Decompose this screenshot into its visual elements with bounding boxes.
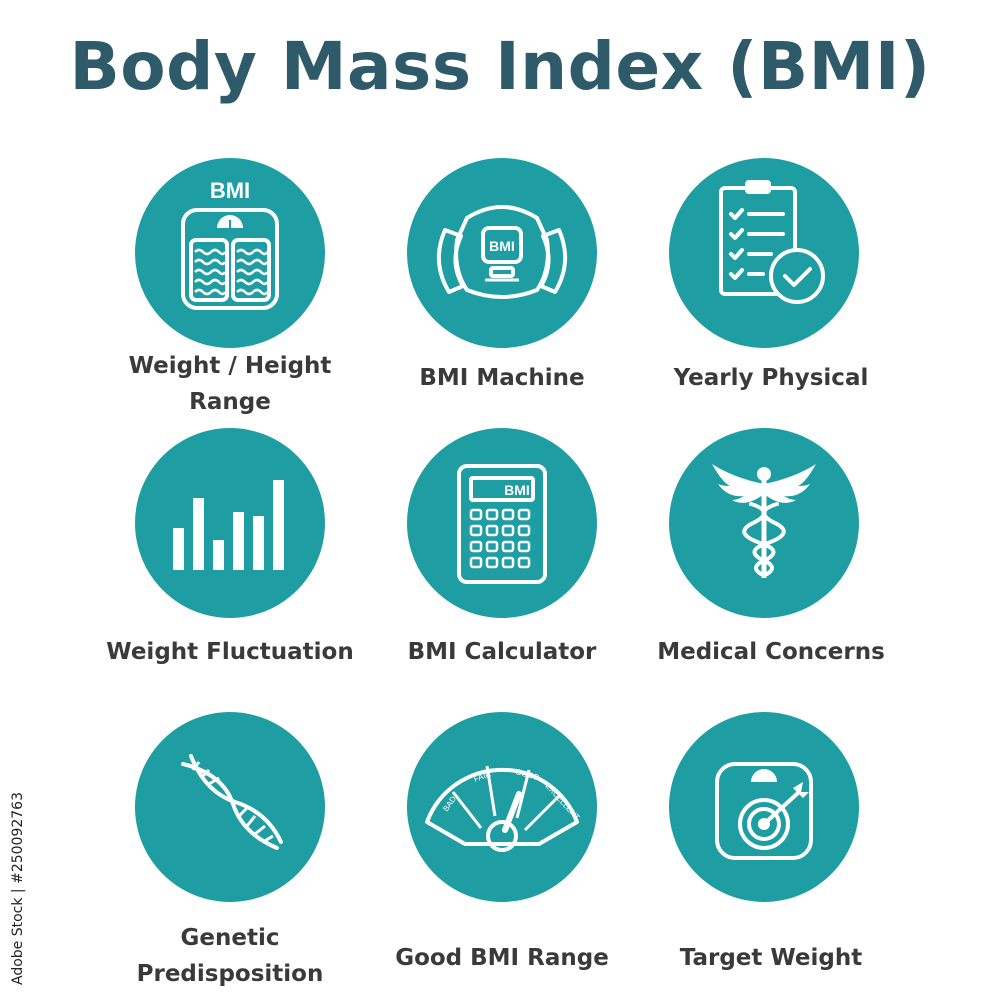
target-scale-icon bbox=[669, 712, 859, 902]
gauge-label-excellent: EXCELLENT bbox=[544, 781, 582, 822]
stock-id-watermark: Adobe Stock | #250092763 bbox=[10, 792, 26, 985]
label-yearly-physical: Yearly Physical bbox=[621, 360, 921, 396]
label-target-weight: Target Weight bbox=[621, 940, 921, 976]
bar-chart-icon bbox=[135, 428, 325, 618]
label-bmi-machine: BMI Machine bbox=[352, 360, 652, 396]
label-bmi-calculator: BMI Calculator bbox=[352, 634, 652, 670]
label-genetic-predisposition: Genetic Predisposition bbox=[80, 920, 380, 992]
page-title: Body Mass Index (BMI) bbox=[69, 28, 931, 105]
clipboard-check-icon bbox=[669, 158, 859, 348]
dna-icon bbox=[135, 712, 325, 902]
label-line: Good BMI Range bbox=[395, 945, 609, 971]
scale-bmi-text: BMI bbox=[210, 178, 250, 203]
label-line: Genetic bbox=[180, 925, 280, 951]
label-weight-fluctuation: Weight Fluctuation bbox=[80, 634, 380, 670]
calculator-icon: BMI bbox=[407, 428, 597, 618]
calculator-bmi-text: BMI bbox=[504, 482, 530, 498]
gauge-icon: BAD FAIR GOOD EXCELLENT bbox=[407, 712, 597, 902]
label-line: Weight Fluctuation bbox=[106, 639, 354, 665]
caduceus-icon bbox=[669, 428, 859, 618]
label-line: Yearly Physical bbox=[673, 365, 869, 391]
label-line: Medical Concerns bbox=[657, 639, 885, 665]
machine-bmi-text: BMI bbox=[489, 238, 515, 254]
label-weight-height-range: Weight / Height Range bbox=[80, 348, 380, 420]
bmi-machine-icon: BMI bbox=[407, 158, 597, 348]
label-line: BMI Machine bbox=[419, 365, 585, 391]
label-medical-concerns: Medical Concerns bbox=[621, 634, 921, 670]
bmi-scale-icon: BMI bbox=[135, 158, 325, 348]
label-good-bmi-range: Good BMI Range bbox=[352, 940, 652, 976]
label-line: Range bbox=[189, 389, 271, 415]
label-line: BMI Calculator bbox=[407, 639, 597, 665]
label-line: Weight / Height bbox=[128, 353, 332, 379]
label-line: Target Weight bbox=[679, 945, 863, 971]
label-line: Predisposition bbox=[136, 961, 324, 987]
